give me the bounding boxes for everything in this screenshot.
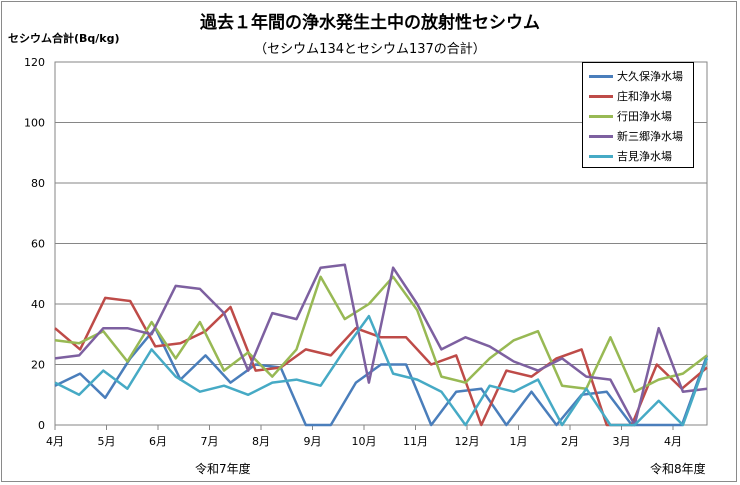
legend-swatch xyxy=(589,74,613,78)
legend-label: 庄和浄水場 xyxy=(617,90,672,103)
x-tick-label: 12月 xyxy=(455,435,480,448)
x-tick-label: 7月 xyxy=(201,435,219,448)
legend-swatch xyxy=(589,114,613,118)
legend-label: 新三郷浄水場 xyxy=(617,130,683,143)
y-tick-label: 60 xyxy=(31,238,45,251)
series-line-1 xyxy=(54,296,708,427)
legend-item: 新三郷浄水場 xyxy=(589,127,683,145)
legend-swatch xyxy=(589,94,613,98)
x-tick-label: 6月 xyxy=(149,435,167,448)
x-tick-label: 8月 xyxy=(252,435,270,448)
legend-item: 吉見浄水場 xyxy=(589,147,672,165)
legend-item: 庄和浄水場 xyxy=(589,87,672,105)
series-line-4 xyxy=(54,314,709,427)
y-tick-label: 120 xyxy=(24,56,45,69)
fiscal-year-label-r7: 令和7年度 xyxy=(195,462,251,476)
y-axis-label: セシウム合計(Bq/kg) xyxy=(8,32,120,45)
x-tick-label: 9月 xyxy=(304,435,322,448)
x-tick-label: 3月 xyxy=(613,435,631,448)
chart-subtitle: （セシウム134とセシウム137の合計） xyxy=(254,42,486,57)
x-tick-label: 1月 xyxy=(510,435,528,448)
fiscal-year-label-r8: 令和8年度 xyxy=(650,462,706,476)
y-tick-label: 80 xyxy=(31,177,45,190)
chart-legend: 大久保浄水場 庄和浄水場行田浄水場新三郷浄水場 吉見浄水場 xyxy=(582,62,694,168)
chart-title: 過去１年間の浄水発生土中の放射性セシウム xyxy=(200,13,540,33)
x-tick-label: 10月 xyxy=(352,435,377,448)
legend-label: 大久保浄水場 xyxy=(617,70,683,83)
legend-swatch xyxy=(589,154,613,158)
legend-swatch xyxy=(589,134,613,138)
y-tick-label: 20 xyxy=(31,359,45,372)
y-tick-label: 100 xyxy=(24,117,45,130)
x-tick-label: 5月 xyxy=(98,435,116,448)
legend-item: 大久保浄水場 xyxy=(589,67,683,85)
legend-label: 行田浄水場 xyxy=(617,110,672,123)
x-tick-label: 2月 xyxy=(561,435,579,448)
y-tick-label: 40 xyxy=(31,298,45,311)
series-line-3 xyxy=(54,263,708,427)
series-line-2 xyxy=(54,275,708,393)
x-tick-label: 4月 xyxy=(664,435,682,448)
legend-label: 吉見浄水場 xyxy=(617,150,672,163)
x-tick-label: 11月 xyxy=(403,435,428,448)
y-tick-label: 0 xyxy=(38,419,45,432)
legend-item: 行田浄水場 xyxy=(589,107,672,125)
x-tick-label: 4月 xyxy=(46,435,64,448)
